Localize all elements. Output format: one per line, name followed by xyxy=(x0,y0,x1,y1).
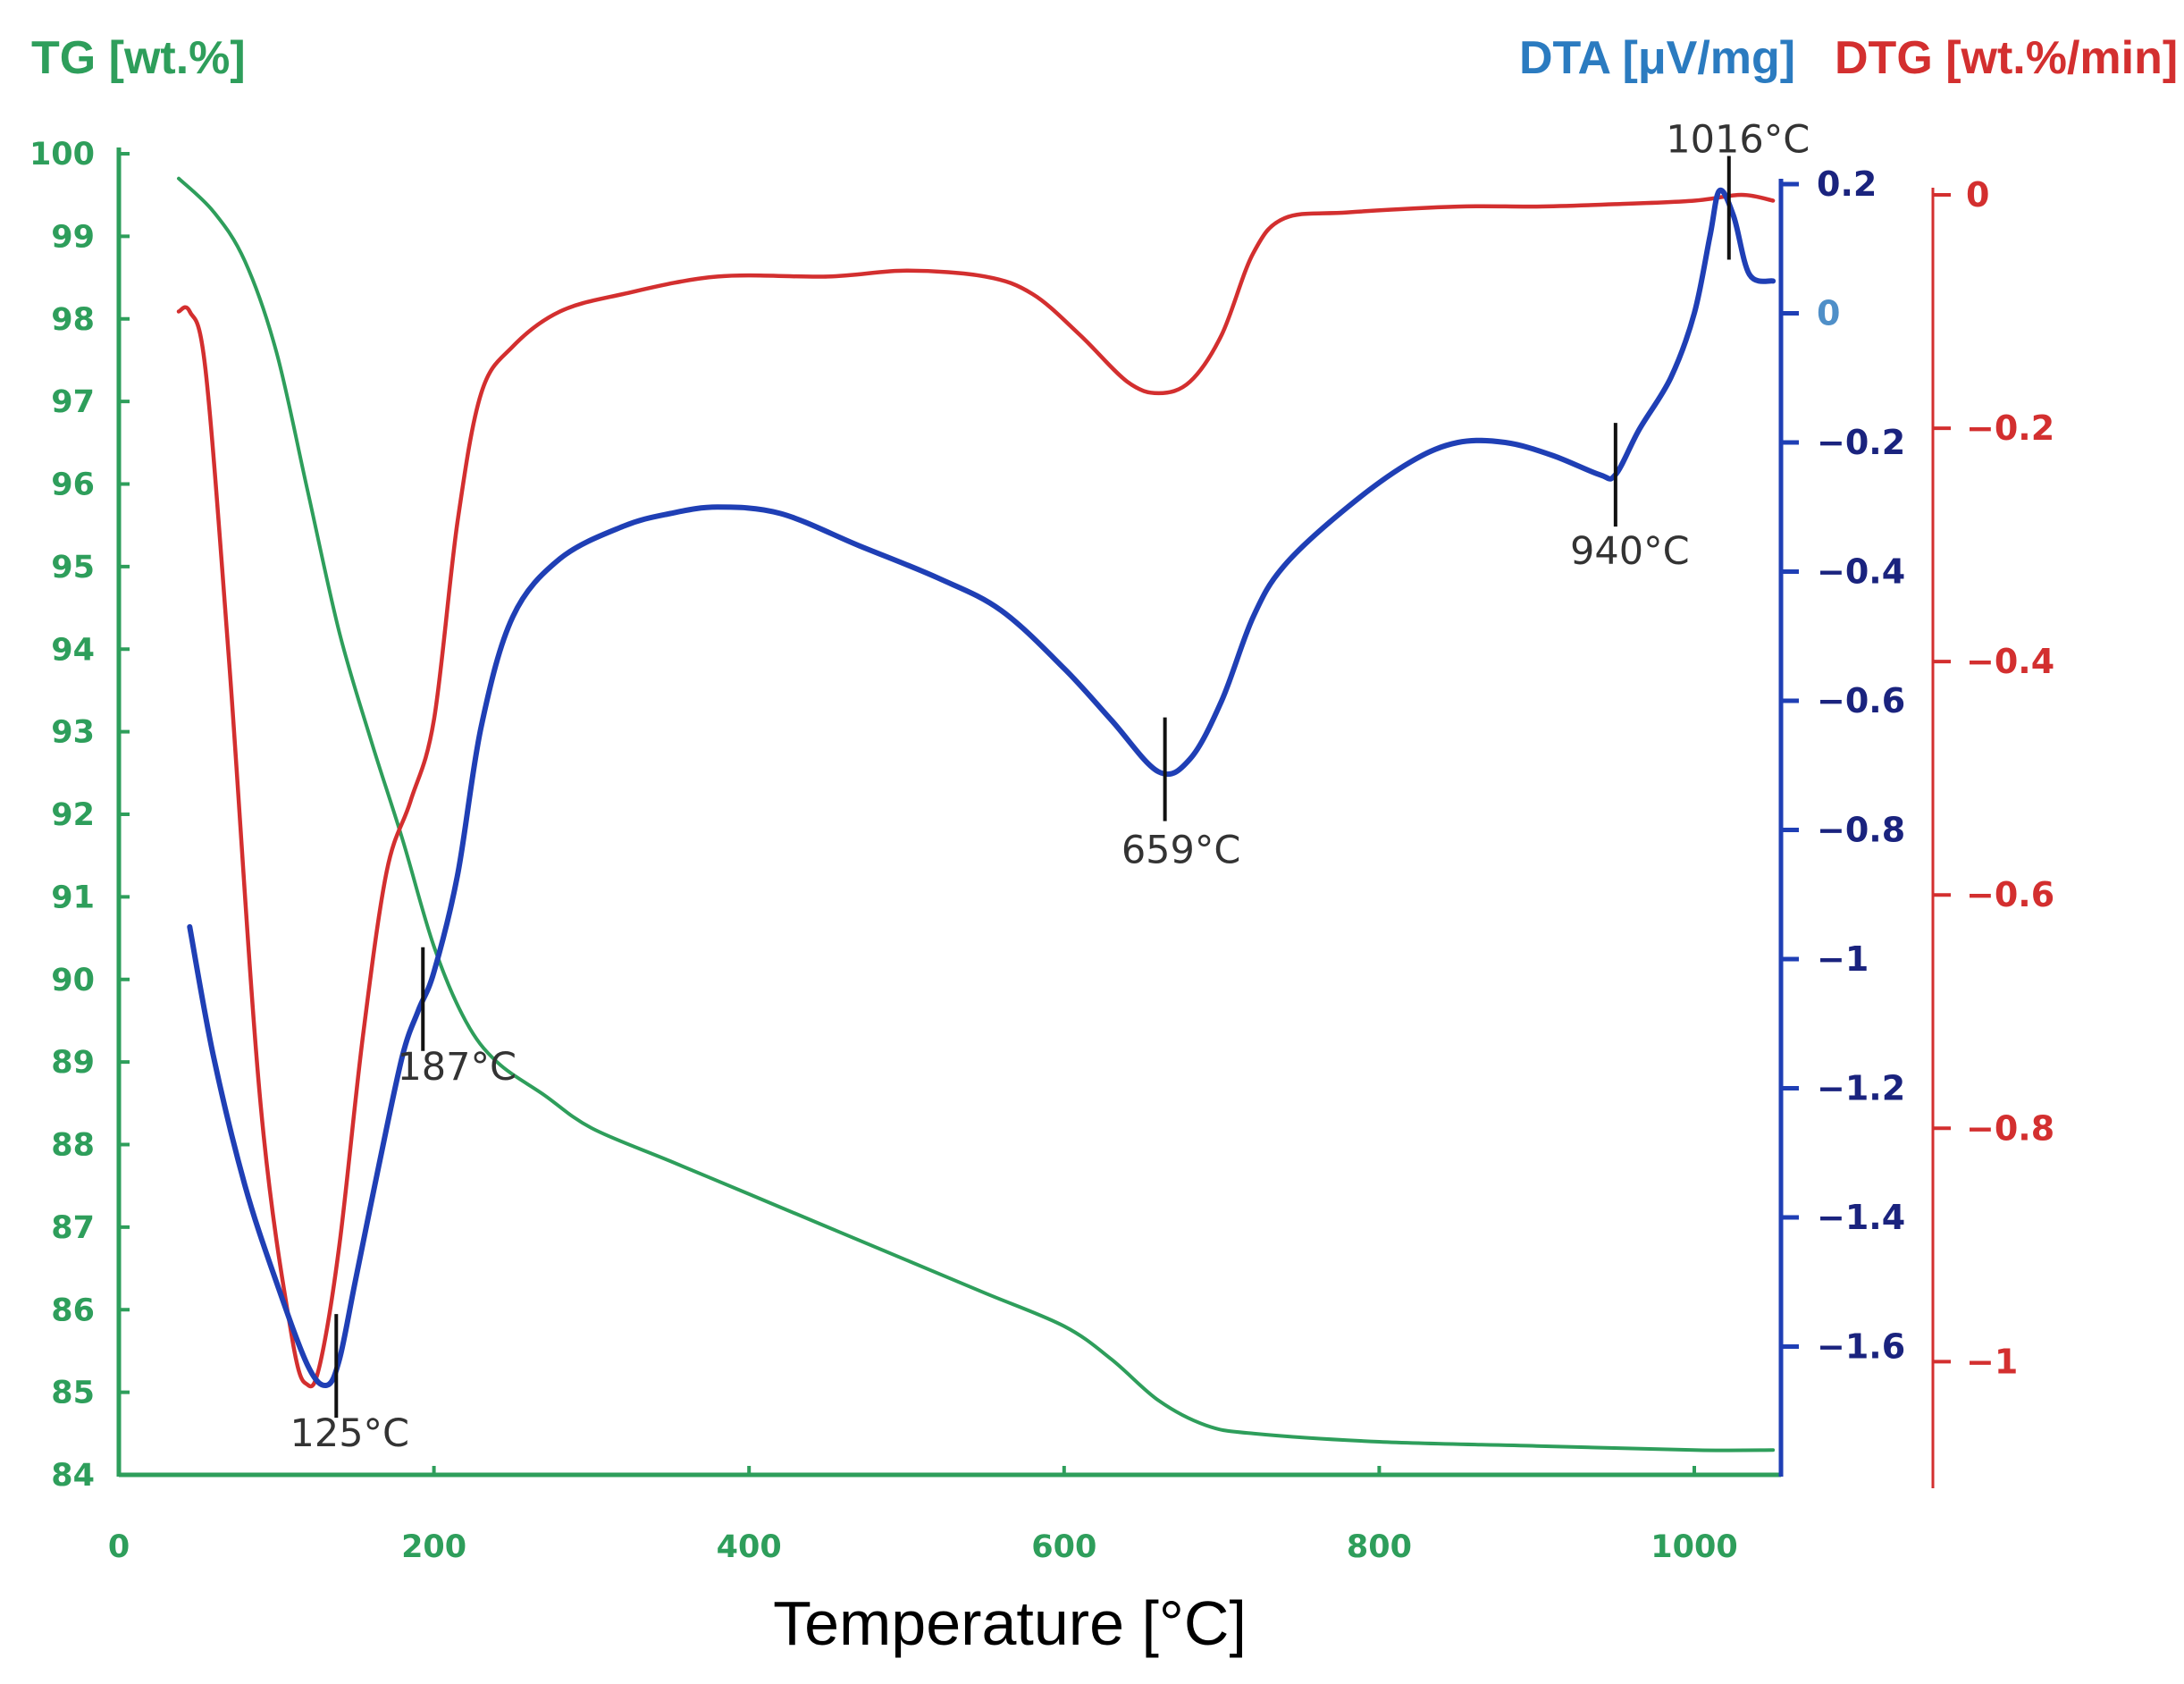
dta-tick-label: −1 xyxy=(1817,939,1869,979)
dtg-tick-label: −0.6 xyxy=(1966,875,2054,914)
tg-tick-label: 90 xyxy=(51,963,95,998)
tg-tick-label: 95 xyxy=(51,550,95,585)
dtg-tick-label: −0.8 xyxy=(1966,1108,2054,1148)
dta-tick-label: −1.6 xyxy=(1817,1327,1905,1367)
dtg-axis-title: DTG [wt.%/min] xyxy=(1835,32,2178,84)
x-tick-label: 400 xyxy=(717,1529,782,1565)
dtg-axis-ticks: 0 −0.2 −0.4 −0.6 −0.8 −1 xyxy=(1933,175,2054,1381)
tg-tick-label: 84 xyxy=(51,1458,95,1494)
tg-tick-label: 92 xyxy=(51,797,95,833)
tg-axis-title: TG [wt.%] xyxy=(31,32,246,84)
peak-label: 940°C xyxy=(1570,529,1690,574)
x-tick-label: 1000 xyxy=(1651,1529,1737,1565)
peak-label: 1016°C xyxy=(1666,117,1810,162)
dtg-tick-label: −0.2 xyxy=(1966,408,2054,448)
dta-tick-label: −0.4 xyxy=(1817,552,1905,592)
tg-tick-label: 96 xyxy=(51,467,95,503)
series-line-tg xyxy=(177,176,1776,1452)
dta-axis-ticks: 0.2 −0.2 −0.4 −0.6 −0.8 −1 −1.2 −1.4 −1.6 0 xyxy=(1781,164,1905,1367)
dta-axis-title: DTA [μV/mg] xyxy=(1519,32,1795,84)
tg-tick-label: 99 xyxy=(51,219,95,255)
tg-tick-label: 87 xyxy=(51,1210,95,1246)
series-line-dtg xyxy=(176,192,1776,1389)
peak-annotations: 125°C 187°C 659°C 940°C 1016°C xyxy=(290,117,1810,1456)
x-tick-label: 600 xyxy=(1031,1529,1096,1565)
x-axis-label: Temperature [°C] xyxy=(773,1588,1247,1658)
tg-tick-label: 85 xyxy=(51,1376,95,1411)
dta-tick-label: −1.4 xyxy=(1817,1198,1905,1237)
dta-tick-label: −0.2 xyxy=(1817,423,1905,462)
dta-tick-label: −0.6 xyxy=(1817,681,1905,720)
x-tick-label: 800 xyxy=(1347,1529,1412,1565)
tg-tick-label: 86 xyxy=(51,1292,95,1328)
tg-tick-label: 100 xyxy=(29,137,95,173)
dtg-tick-label: −0.4 xyxy=(1966,642,2054,681)
dta-zero-label: 0 xyxy=(1817,294,1840,333)
x-tick-label: 200 xyxy=(401,1529,466,1565)
tg-tick-label: 98 xyxy=(51,302,95,338)
dta-tick-label: −0.8 xyxy=(1817,811,1905,850)
x-axis-ticks: 0 200 400 600 800 1000 xyxy=(108,1466,1738,1565)
peak-label: 125°C xyxy=(290,1411,409,1456)
tg-tick-label: 94 xyxy=(51,632,95,668)
dtg-tick-label: −1 xyxy=(1966,1342,2018,1381)
tg-tick-label: 91 xyxy=(51,880,95,915)
dtg-tick-label: 0 xyxy=(1966,175,1989,215)
tg-tick-label: 97 xyxy=(51,384,95,420)
peak-label: 659°C xyxy=(1121,829,1241,873)
x-tick-label: 0 xyxy=(108,1529,130,1565)
tg-tick-label: 88 xyxy=(51,1128,95,1164)
tg-axis-ticks: 84 85 86 87 88 89 90 91 92 93 94 95 96 97 98 99 100 xyxy=(29,137,130,1494)
tg-tick-label: 93 xyxy=(51,715,95,751)
peak-label: 187°C xyxy=(397,1045,517,1090)
dta-tick-label: 0.2 xyxy=(1817,164,1877,204)
dta-tick-label: −1.2 xyxy=(1817,1069,1905,1108)
tg-tick-label: 89 xyxy=(51,1045,95,1081)
